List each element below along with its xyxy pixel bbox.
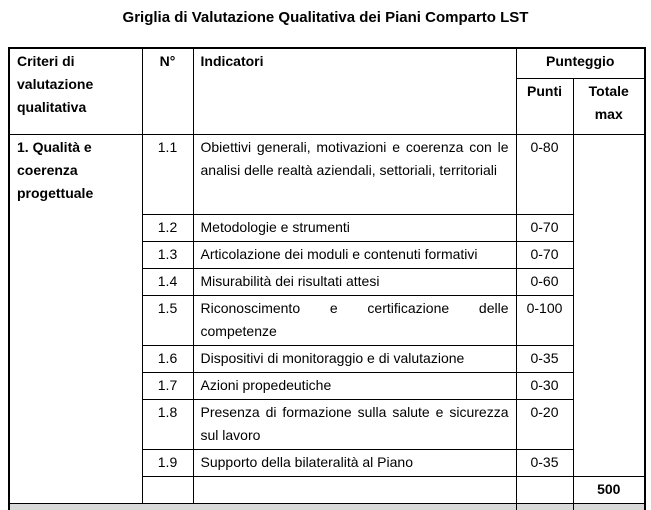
empty-points-cell [515, 476, 574, 504]
points-range-cell: 0-35 [515, 449, 574, 477]
evaluation-grid-table: Criteri di valutazione qualitativa N° In… [8, 47, 646, 510]
row-number-cell: 1.4 [141, 268, 194, 296]
indicators-column-header: Indicatori [192, 47, 517, 135]
total-max-merged-cell [572, 134, 646, 477]
row-number-cell: 1.6 [141, 345, 194, 373]
row-number-cell: 1.7 [141, 372, 194, 400]
points-range-cell: 0-20 [515, 399, 574, 450]
indicator-cell: Obiettivi generali, motivazioni e coeren… [192, 134, 517, 215]
points-range-cell: 0-100 [515, 295, 574, 346]
subtotal-row: 500 [9, 476, 646, 504]
indicator-cell: Azioni propedeutiche [192, 372, 517, 400]
number-column-header: N° [141, 47, 194, 135]
row-number-cell: 1.9 [141, 449, 194, 477]
points-range-cell: 0-35 [515, 345, 574, 373]
indicator-cell: Supporto della bilateralità al Piano [192, 449, 517, 477]
empty-indicator-cell [192, 476, 517, 504]
indicator-cell: Misurabilità dei risultati attesi [192, 268, 517, 296]
total-row: Totale Valutazione Qualitativa 500 [8, 503, 646, 510]
points-range-cell: 0-70 [515, 214, 574, 242]
indicator-cell: Presenza di formazione sulla salute e si… [192, 399, 517, 450]
row-number-cell: 1.1 [141, 134, 194, 215]
score-group-header: Punteggio [515, 47, 646, 79]
table-row: 1.4 Misurabilità dei risultati attesi 0-… [9, 268, 645, 296]
indicator-cell: Riconoscimento e certificazione delle co… [192, 295, 517, 346]
header-row-1: Criteri di valutazione qualitativa N° In… [8, 47, 646, 135]
table-row: 1.2 Metodologie e strumenti 0-70 [9, 214, 645, 242]
header-row-2: Punti Totale max [9, 78, 646, 135]
table-row: 1.9 Supporto della bilateralità al Piano… [9, 449, 645, 477]
points-range-cell: 0-70 [515, 241, 574, 269]
page-title: Griglia di Valutazione Qualitativa dei P… [122, 9, 529, 26]
points-range-cell: 0-60 [515, 268, 574, 296]
table-row: 1.3 Articolazione dei moduli e contenuti… [9, 241, 645, 269]
table-row: 1.6 Dispositivi di monitoraggio e di val… [9, 345, 645, 373]
table-row: 1.7 Azioni propedeutiche 0-30 [9, 372, 645, 400]
row-number-cell: 1.3 [141, 241, 194, 269]
points-range-cell: 0-30 [515, 372, 574, 400]
criteria-group-cell: 1. Qualità e coerenza progettuale [8, 134, 143, 504]
total-points-cell [515, 503, 574, 510]
criteria-column-header: Criteri di valutazione qualitativa [8, 47, 143, 135]
row-number-cell: 1.2 [141, 214, 194, 242]
points-range-cell: 0-80 [515, 134, 574, 215]
row-number-cell: 1.8 [141, 399, 194, 450]
indicator-cell: Metodologie e strumenti [192, 214, 517, 242]
subtotal-total-max-cell: 500 [572, 476, 646, 504]
total-max-cell: 500 [572, 503, 646, 510]
table-row: 1. Qualità e coerenza progettuale 1.1 Ob… [8, 134, 646, 504]
row-number-cell: 1.5 [141, 295, 194, 346]
total-label-cell: Totale Valutazione Qualitativa [8, 503, 517, 510]
empty-number-cell [141, 476, 194, 504]
points-column-header: Punti [515, 78, 574, 135]
indicator-cell: Dispositivi di monitoraggio e di valutaz… [192, 345, 517, 373]
total-max-column-header: Totale max [572, 78, 646, 135]
indicator-cell: Articolazione dei moduli e contenuti for… [192, 241, 517, 269]
